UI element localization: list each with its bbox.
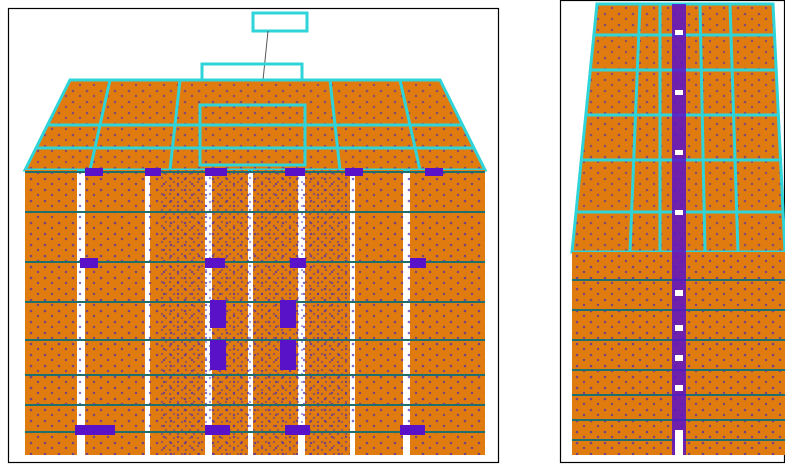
page: {} — [0, 0, 785, 464]
left-view — [9, 9, 499, 463]
building-renders — [0, 0, 785, 464]
right-view — [561, 1, 785, 463]
